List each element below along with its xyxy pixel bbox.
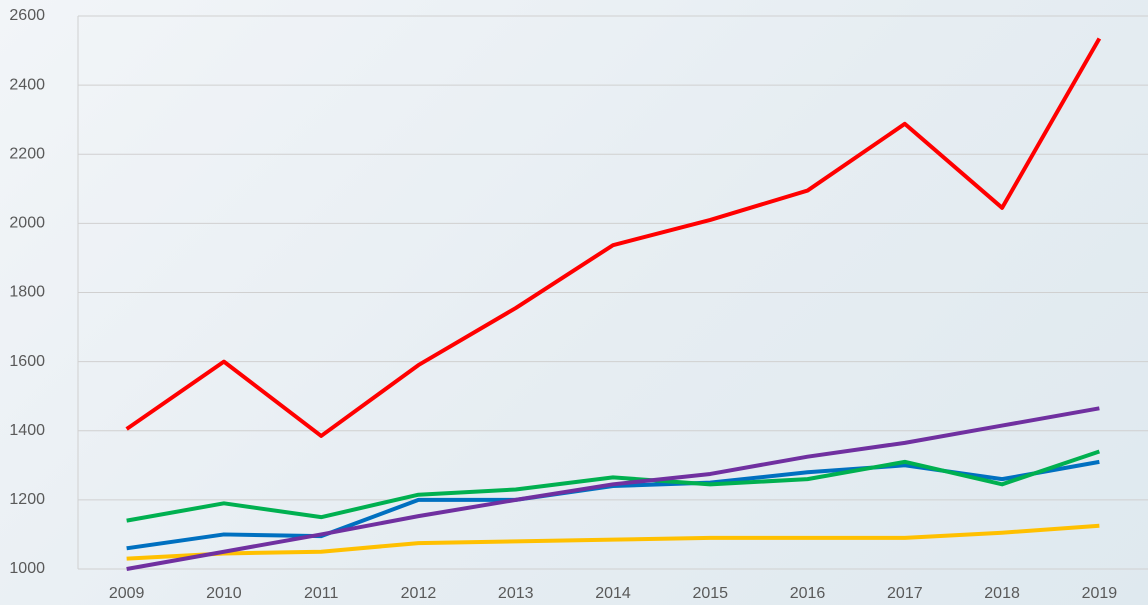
series-line	[126, 523, 1100, 561]
x-tick-label: 2012	[401, 585, 437, 602]
y-tick-label: 1800	[9, 284, 45, 301]
x-tick-label: 2014	[595, 585, 631, 602]
x-tick-label: 2019	[1082, 585, 1118, 602]
y-tick-label: 1000	[9, 560, 45, 577]
y-tick-label: 2400	[9, 76, 45, 93]
x-tick-label: 2009	[109, 585, 145, 602]
x-tick-label: 2010	[206, 585, 242, 602]
x-tick-label: 2017	[887, 585, 923, 602]
series-line	[126, 449, 1100, 523]
y-tick-label: 2000	[9, 215, 45, 232]
series-line	[125, 37, 1102, 438]
x-tick-label: 2013	[498, 585, 534, 602]
x-tick-label: 2018	[984, 585, 1020, 602]
y-tick-label: 1600	[9, 353, 45, 370]
y-tick-label: 1200	[9, 491, 45, 508]
y-tick-label: 2600	[9, 7, 45, 24]
y-tick-label: 1400	[9, 422, 45, 439]
x-tick-label: 2015	[692, 585, 728, 602]
x-tick-label: 2016	[790, 585, 826, 602]
x-tick-label: 2011	[304, 585, 339, 602]
y-tick-label: 2200	[9, 145, 45, 162]
series-line	[126, 406, 1100, 571]
